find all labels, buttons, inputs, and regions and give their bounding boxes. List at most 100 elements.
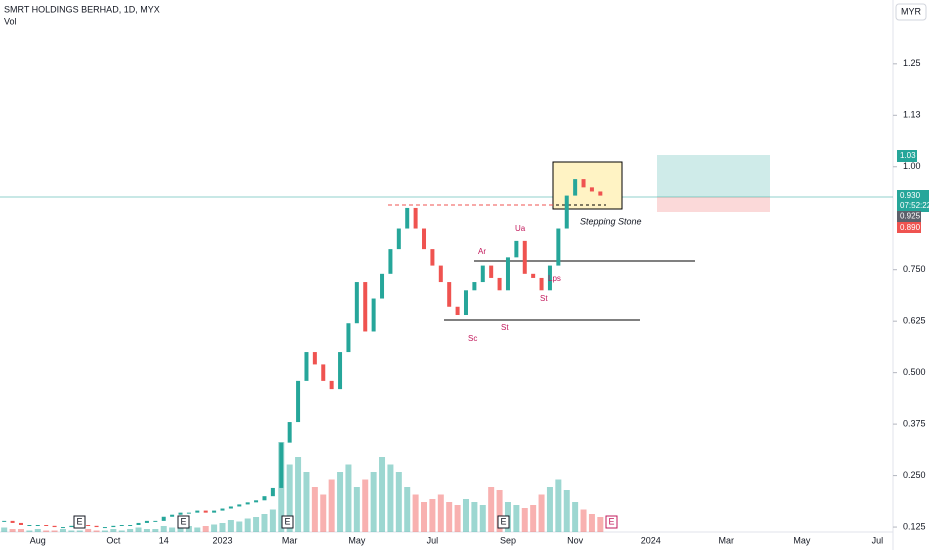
volume-bar	[127, 529, 134, 532]
volume-bar	[555, 479, 562, 532]
highlight-box	[552, 161, 623, 210]
volume-bar	[597, 517, 604, 532]
x-tick-label: 2023	[212, 535, 232, 545]
candle	[422, 228, 427, 250]
candle	[10, 520, 15, 523]
chart-title: SMRT HOLDINGS BERHAD, 1D, MYX	[4, 4, 160, 14]
event: E	[76, 516, 82, 526]
candle	[338, 352, 343, 390]
volume-bar	[1, 527, 8, 532]
candle	[329, 380, 334, 390]
y-tick-label: 1.00	[903, 161, 921, 171]
volume-bar	[26, 530, 33, 532]
price-tag	[897, 222, 921, 233]
volume-bar	[110, 529, 117, 532]
annotation: Lps	[548, 274, 561, 283]
volume-bar	[429, 499, 436, 532]
volume-bar	[295, 457, 302, 532]
candle	[279, 442, 284, 488]
candle	[128, 525, 133, 526]
price-tag-label: 0.925	[900, 212, 921, 221]
candle	[321, 364, 326, 381]
volume-bar	[303, 472, 310, 532]
candle	[573, 179, 578, 196]
volume-bar	[311, 487, 318, 532]
x-tick-label: Aug	[30, 535, 46, 545]
annotation: Sc	[468, 334, 477, 343]
volume-bar	[51, 530, 58, 532]
y-tick-label: 0.250	[903, 470, 926, 480]
y-tick-label: 0.375	[903, 418, 926, 428]
event: E	[500, 516, 506, 526]
event: E	[284, 516, 290, 526]
volume-bar	[253, 517, 260, 532]
x-tick-label: Sep	[500, 535, 516, 545]
candle	[505, 257, 510, 291]
candle	[380, 273, 385, 299]
annotation: St	[501, 323, 509, 332]
volume-bar	[236, 521, 243, 532]
candle	[354, 282, 359, 324]
candle	[35, 525, 40, 526]
volume-bar	[421, 502, 428, 532]
price-tag-label: 0.890	[900, 223, 921, 232]
volume-bar	[437, 494, 444, 532]
candle	[60, 527, 65, 529]
event-box[interactable]	[605, 515, 618, 529]
annotation: Ua	[515, 224, 526, 233]
annotation: Stepping Stone	[580, 216, 642, 226]
volume-bar	[353, 487, 360, 532]
volume-bar	[68, 530, 75, 532]
event-box[interactable]	[497, 515, 510, 529]
volume-label: Vol	[4, 16, 17, 26]
candle	[144, 520, 149, 523]
currency-box[interactable]	[895, 3, 927, 21]
event-box[interactable]	[73, 515, 86, 529]
event-box[interactable]	[177, 515, 190, 529]
candle	[161, 516, 166, 521]
x-tick-label: Mar	[282, 535, 298, 545]
volume-bar	[135, 527, 142, 532]
candle	[497, 277, 502, 291]
x-tick-label: Nov	[567, 535, 584, 545]
volume-bar	[185, 526, 192, 532]
candle	[94, 525, 99, 528]
candle	[287, 422, 292, 443]
annotation: St	[540, 294, 548, 303]
candle	[489, 265, 494, 278]
candle	[52, 525, 57, 528]
event-box[interactable]	[281, 515, 294, 529]
candle	[136, 522, 141, 525]
volume-bar	[588, 514, 595, 532]
candle	[564, 195, 569, 229]
candle	[581, 179, 586, 188]
volume-bar	[563, 490, 570, 532]
price-tag	[897, 190, 929, 212]
candle	[212, 510, 217, 513]
stop-zone	[657, 197, 770, 212]
candle	[178, 512, 183, 515]
volume-bar	[412, 494, 419, 532]
volume-bar	[261, 514, 268, 532]
volume-bar	[17, 529, 24, 532]
candle	[304, 352, 309, 381]
candle	[346, 323, 351, 353]
x-tick-label: 2024	[641, 535, 661, 545]
candle	[480, 265, 485, 283]
x-tick-label: Jul	[427, 535, 439, 545]
candle	[589, 187, 594, 192]
volume-bar	[286, 464, 293, 532]
volume-bar	[479, 505, 486, 532]
volume-bar	[143, 529, 150, 532]
x-tick-label: May	[348, 535, 366, 545]
x-tick-label: 14	[159, 535, 169, 545]
volume-bar	[546, 487, 553, 532]
candle	[262, 496, 267, 501]
volume-bar	[9, 529, 16, 532]
candle	[396, 228, 401, 250]
volume-bar	[379, 457, 386, 532]
volume-bar	[85, 529, 92, 532]
volume-bar	[538, 494, 545, 532]
target-zone	[657, 155, 770, 197]
volume-bar	[93, 530, 100, 532]
